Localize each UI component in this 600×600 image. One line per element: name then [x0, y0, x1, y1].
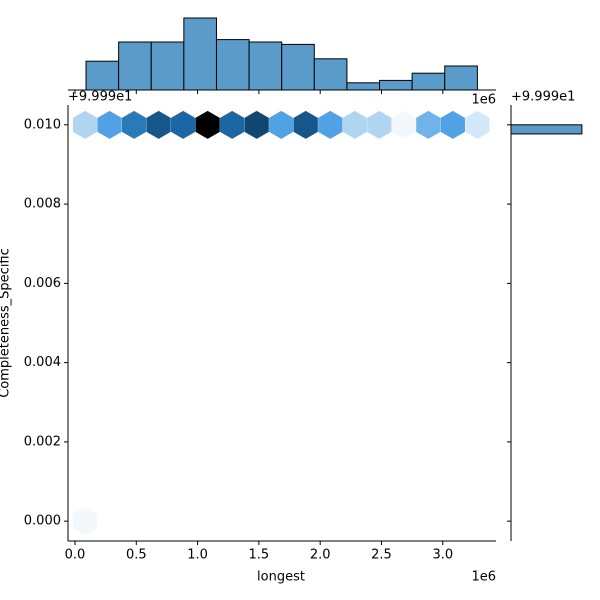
x-tick-label: 0.5 [126, 548, 147, 563]
hexbin-cell [220, 110, 245, 139]
x-tick-label: 0.0 [65, 548, 86, 563]
hexbin-cell [342, 110, 367, 139]
hexbin-cell [293, 110, 318, 139]
x-marginal-bar [215, 39, 250, 91]
x-tick-label: 2.0 [310, 548, 331, 563]
x-tick-label: 3.0 [432, 548, 453, 563]
x-marginal-bar [248, 41, 283, 91]
hexbin-cell [465, 110, 490, 139]
hexbin-cell [97, 110, 122, 139]
hexbin-cell [121, 110, 147, 139]
x-marginal-bar [346, 82, 381, 91]
x-marginal-bar [411, 72, 446, 91]
x-marginal-bar [85, 60, 120, 91]
hexbin-cell [244, 110, 269, 139]
hexbin-cell [416, 110, 441, 139]
x-marginal-bar [379, 79, 413, 91]
hexbin-cell [440, 110, 465, 139]
x-marginal-bar [150, 41, 185, 91]
hexbin-cell [195, 110, 220, 139]
x-marginal-bar [118, 41, 152, 91]
x-axis-label: longest [257, 570, 305, 585]
hexbin-cell [269, 110, 294, 139]
hexbin-cell [146, 110, 171, 139]
x-marginal-bar [444, 65, 478, 91]
y-marginal-bar [510, 124, 583, 135]
x-offset-top: 1e6 [471, 93, 496, 108]
y-axis-label: Completeness_Specific [0, 248, 13, 398]
y-tick-label: 0.006 [24, 276, 61, 291]
y-tick-label: 0.008 [24, 197, 61, 212]
x-marginal-bar [281, 43, 315, 91]
y-offset: +9.999e1 [68, 90, 132, 105]
y-tick-label: 0.002 [24, 434, 61, 449]
hexbin-cell [170, 110, 196, 139]
hexbin-cell [367, 110, 392, 139]
y-tick-label: 0.010 [24, 117, 61, 132]
hexbin-cell [72, 110, 98, 139]
x-tick-label: 1.5 [249, 548, 270, 563]
x-tick-label: 1.0 [187, 548, 208, 563]
x-tick-label: 2.5 [371, 548, 392, 563]
hexbin-cell [72, 507, 98, 536]
y-tick-label: 0.000 [24, 514, 61, 529]
x-marginal-bar [313, 58, 348, 91]
y-offset-right: +9.999e1 [511, 90, 575, 105]
hexbin-cell [391, 110, 416, 139]
y-tick-label: 0.004 [24, 355, 61, 370]
x-marginal-bar [183, 17, 217, 91]
x-offset: 1e6 [471, 570, 496, 585]
hexbin-cell [318, 110, 343, 139]
